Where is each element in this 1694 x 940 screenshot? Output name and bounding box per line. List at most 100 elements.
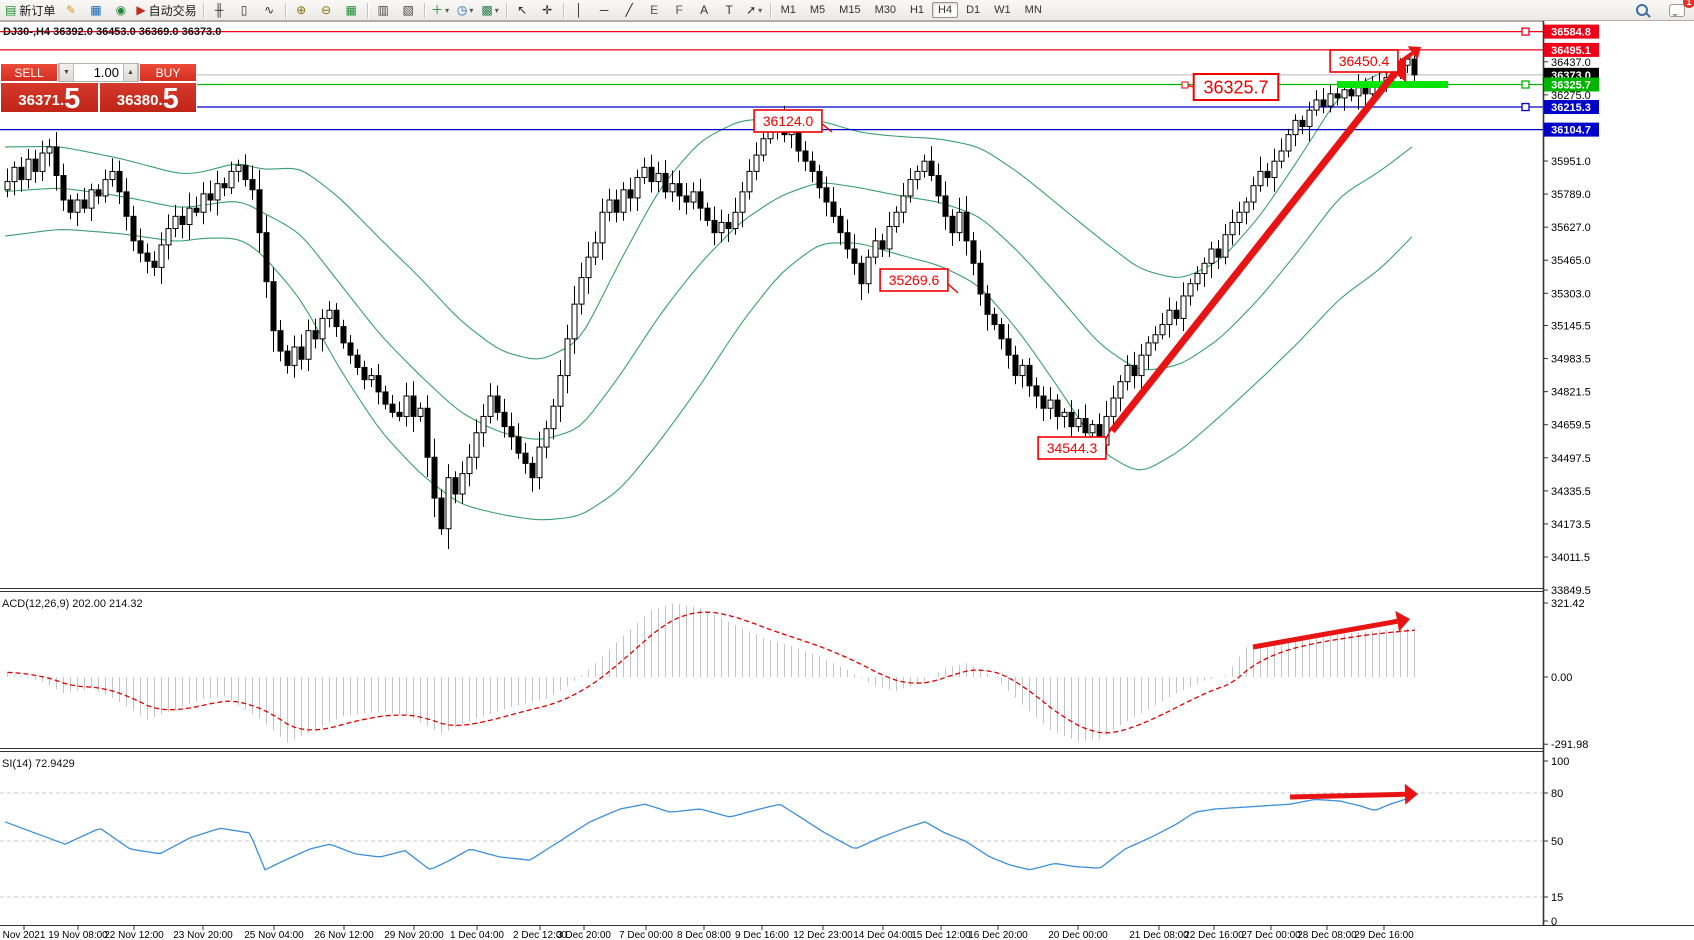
line-chart-type-button[interactable]: ∿ [257,0,282,20]
periods-button[interactable]: ◷ ▾ [453,0,478,20]
zoom-in-button[interactable]: ⊕ [289,0,314,20]
new-order-icon: ▤ [5,3,17,17]
crayon-button[interactable]: ✎ [58,0,83,20]
time-axis-label[interactable]: 29 Nov 20:00 [384,930,444,940]
toolbar-separator [366,2,368,18]
green-trend-segment[interactable] [1337,80,1448,88]
search-button[interactable] [1629,0,1654,20]
text-button[interactable]: A [692,0,717,20]
zoom-out-button[interactable]: ⊖ [314,0,339,20]
toolbar-separator [202,2,204,18]
price-callout-36450.4[interactable]: 36450.4 [1329,49,1399,73]
timeframe-mn[interactable]: MN [1024,4,1042,16]
crosshair-button[interactable]: ✛ [535,0,560,20]
price-tag-text: 36215.3 [1551,102,1591,114]
templates-button[interactable]: ▩ ▾ [478,0,503,20]
time-axis-label[interactable]: 23 Nov 20:00 [173,930,233,940]
data-window-icon: ▥ [377,3,389,17]
sell-price[interactable]: 36371. 5 [0,82,99,113]
svg-text:36124.0: 36124.0 [763,113,814,129]
time-axis-label[interactable]: 16 Dec 20:00 [968,930,1028,940]
timeframe-m5[interactable]: M5 [809,4,826,16]
chart-canvas: 36437.0 36275.0 35951.0 35789.0 35627.0 35465… [0,21,1694,940]
timeframe-h1[interactable]: H1 [909,4,925,16]
line-chart-type-icon: ∿ [264,3,275,17]
signals-button[interactable]: ◉ [108,0,133,20]
bar-chart-type-icon: ╫ [214,3,224,17]
new-order-button[interactable]: ▤ 新订单 [2,0,58,20]
time-axis-label[interactable]: 12 Dec 23:00 [793,930,853,940]
time-axis-label[interactable]: 29 Dec 16:00 [1354,930,1414,940]
autotrade-button[interactable]: ▶ 自动交易 [133,0,199,20]
chevron-down-icon: ▾ [469,5,474,15]
chart-window-button[interactable]: ▦ [83,0,108,20]
time-axis-label[interactable]: 22 Nov 12:00 [104,930,164,940]
cursor-button[interactable]: ↖ [510,0,535,20]
sell-button[interactable]: SELL [0,63,58,82]
volume-increase-button[interactable]: ▲ [123,64,138,81]
volume-decrease-button[interactable]: ▼ [59,64,74,81]
price-callout-36325.7[interactable]: 36325.7 [1181,73,1280,101]
tile-windows-button[interactable]: ▦ [339,0,364,20]
price-axis-tick: 35789.0 [1551,189,1591,201]
price-axis-tick: 35465.0 [1551,255,1591,267]
time-axis-label[interactable]: 25 Nov 04:00 [244,930,304,940]
timeframe-h4[interactable]: H4 [932,2,959,18]
time-axis-label[interactable]: 7 Dec 00:00 [619,930,673,940]
vertical-line-button[interactable]: │ [567,0,592,20]
time-axis-label[interactable]: 27 Dec 00:00 [1241,930,1301,940]
timeframe-w1[interactable]: W1 [994,4,1011,16]
price-callout-36124.0[interactable]: 36124.0 [753,109,833,133]
time-axis-label[interactable]: 28 Dec 08:00 [1297,930,1357,940]
time-axis-label[interactable]: 2 Dec 12:00 [513,930,567,940]
text-label-button[interactable]: T [717,0,742,20]
price-axis-tick: 34011.5 [1551,552,1590,564]
rsi-arrow[interactable] [1289,783,1418,805]
time-axis-label[interactable]: 1 Dec 04:00 [450,930,504,940]
time-axis-label[interactable]: 14 Dec 04:00 [853,930,913,940]
time-axis-label[interactable]: 15 Dec 12:00 [911,930,971,940]
trendline-button[interactable]: ╱ [617,0,642,20]
arrows-dropdown-button[interactable]: ➚ ▾ [742,0,767,20]
price-axis-tick: 35145.5 [1551,320,1591,332]
macd-arrow[interactable] [1252,610,1410,650]
data-window-button[interactable]: ▥ [371,0,396,20]
time-axis-label[interactable]: 9 Dec 16:00 [735,930,789,940]
timeframe-m15[interactable]: M15 [839,4,861,16]
line-handle[interactable] [1521,102,1530,112]
price-callout-35269.6[interactable]: 35269.6 [879,268,959,294]
buy-button[interactable]: BUY [139,63,197,82]
timeframe-m30[interactable]: M30 [874,4,896,16]
line-handle[interactable] [1521,80,1530,89]
time-axis-label[interactable]: Nov 2021 [3,930,46,940]
line-handle[interactable] [1521,27,1530,36]
notifications-button[interactable]: 1 [1664,0,1694,20]
fibonacci-button[interactable]: F [667,0,692,20]
time-axis-label[interactable]: 19 Nov 08:00 [48,930,108,940]
volume-input[interactable] [74,64,123,81]
macd-label: ACD(12,26,9) 202.00 214.32 [2,598,143,610]
timeframe-m1[interactable]: M1 [780,4,796,16]
candlestick-type-button[interactable]: ▯ [232,0,257,20]
price-callout-34544.3[interactable]: 34544.3 [1037,428,1112,460]
time-axis-label[interactable]: 8 Dec 08:00 [677,930,731,940]
price-axis-tick: 35627.0 [1551,222,1591,234]
timeframe-d1[interactable]: D1 [966,4,981,16]
time-axis-label[interactable]: 21 Dec 08:00 [1129,930,1189,940]
svg-text:34544.3: 34544.3 [1047,440,1098,456]
bar-chart-type-button[interactable]: ╫ [207,0,232,20]
price-axis-tick: 35303.0 [1551,288,1591,300]
chart-window-icon: ▦ [90,3,102,17]
time-axis-label[interactable]: 22 Dec 16:00 [1184,930,1244,940]
text-icon: A [700,3,709,17]
rsi-line [4,797,1410,871]
buy-price[interactable]: 36380. 5 [98,82,197,113]
navigator-button[interactable]: ▧ [396,0,421,20]
horizontal-line-button[interactable]: ─ [592,0,617,20]
channel-button[interactable]: E [642,0,667,20]
time-axis-label[interactable]: 20 Dec 00:00 [1048,930,1108,940]
text-label-icon: T [725,3,733,17]
time-axis-label[interactable]: 3 Dec 20:00 [557,930,611,940]
add-indicator-button[interactable]: ＋ ▾ [428,0,453,20]
time-axis-label[interactable]: 26 Nov 12:00 [314,930,374,940]
